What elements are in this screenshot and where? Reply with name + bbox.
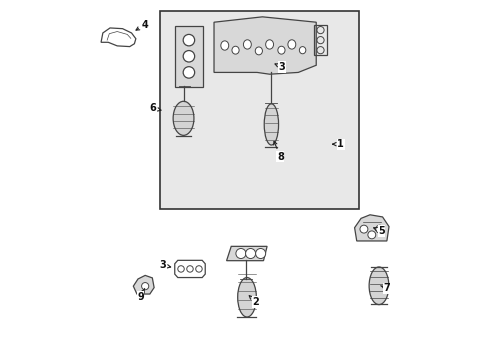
Text: 9: 9 <box>137 288 144 302</box>
Ellipse shape <box>255 47 262 55</box>
Ellipse shape <box>243 40 251 49</box>
Circle shape <box>183 67 194 78</box>
Text: 5: 5 <box>373 226 384 236</box>
Ellipse shape <box>368 267 388 305</box>
Circle shape <box>375 225 383 233</box>
Circle shape <box>367 231 375 239</box>
Circle shape <box>183 50 194 62</box>
Text: 8: 8 <box>273 141 283 162</box>
Circle shape <box>142 283 148 290</box>
Circle shape <box>245 248 255 258</box>
Text: 3: 3 <box>274 62 285 72</box>
Polygon shape <box>354 215 388 241</box>
Text: 4: 4 <box>136 20 148 30</box>
Ellipse shape <box>231 46 239 54</box>
Text: 1: 1 <box>332 139 343 149</box>
Ellipse shape <box>221 41 228 50</box>
Polygon shape <box>133 275 154 294</box>
Circle shape <box>255 248 265 258</box>
Text: 3: 3 <box>159 260 170 270</box>
Ellipse shape <box>237 278 256 317</box>
Ellipse shape <box>299 46 305 54</box>
Polygon shape <box>174 26 203 87</box>
Circle shape <box>235 248 245 258</box>
Text: 6: 6 <box>149 103 161 113</box>
Ellipse shape <box>287 40 295 49</box>
Bar <box>160 12 359 209</box>
Circle shape <box>359 225 367 233</box>
Text: 7: 7 <box>380 283 390 293</box>
Ellipse shape <box>264 104 278 145</box>
Polygon shape <box>214 17 316 74</box>
Polygon shape <box>226 246 266 261</box>
Ellipse shape <box>265 40 273 49</box>
Circle shape <box>183 35 194 46</box>
Text: 2: 2 <box>249 296 259 307</box>
Ellipse shape <box>277 46 285 54</box>
Ellipse shape <box>173 101 194 135</box>
